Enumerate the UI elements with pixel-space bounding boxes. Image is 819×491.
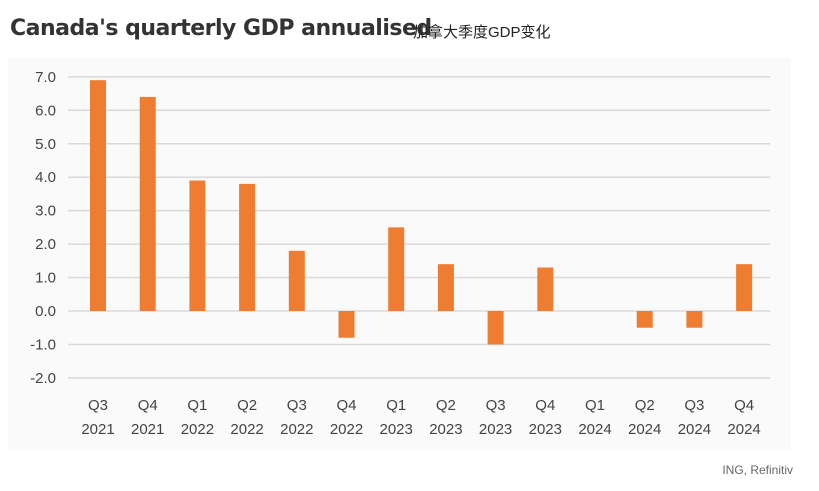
chart-title: Canada's quarterly GDP annualised xyxy=(10,16,432,41)
x-tick-label: Q4 xyxy=(535,397,555,414)
x-tick-label: Q3 xyxy=(287,397,307,414)
x-tick-label: Q2 xyxy=(635,397,655,414)
bar xyxy=(636,311,653,328)
x-tick-label: Q2 xyxy=(436,397,456,414)
x-tick-label: 2022 xyxy=(330,421,363,438)
y-tick-label: 6.0 xyxy=(35,102,56,119)
y-tick-label: 1.0 xyxy=(35,270,56,287)
x-tick-label: Q3 xyxy=(486,397,506,414)
x-tick-label: 2023 xyxy=(529,421,562,438)
x-tick-label: Q3 xyxy=(684,397,704,414)
y-tick-label: -1.0 xyxy=(30,336,56,353)
source-note: ING, Refinitiv xyxy=(722,463,793,477)
x-tick-label: 2023 xyxy=(479,421,512,438)
bar xyxy=(139,96,156,311)
bar xyxy=(487,311,504,345)
x-tick-label: 2022 xyxy=(230,421,263,438)
bar xyxy=(736,264,753,311)
x-tick-label: Q4 xyxy=(336,397,356,414)
y-tick-label: 0.0 xyxy=(35,303,56,320)
x-tick-label: 2024 xyxy=(628,421,661,438)
x-tick-label: 2024 xyxy=(727,421,760,438)
bar xyxy=(437,264,454,311)
bar xyxy=(90,80,106,311)
x-tick-label: Q3 xyxy=(88,397,108,414)
bar xyxy=(189,180,206,311)
x-tick-label: 2021 xyxy=(131,421,164,438)
y-tick-label: 5.0 xyxy=(35,136,56,153)
y-tick-label: 4.0 xyxy=(35,169,56,186)
x-tick-label: Q4 xyxy=(138,397,158,414)
bar xyxy=(686,311,703,328)
chart-subtitle: 加拿大季度GDP变化 xyxy=(413,24,551,41)
x-tick-label: Q1 xyxy=(187,397,207,414)
bar xyxy=(288,250,305,311)
x-tick-label: 2023 xyxy=(429,421,462,438)
x-tick-label: Q1 xyxy=(585,397,605,414)
x-tick-label: 2023 xyxy=(380,421,413,438)
y-tick-label: 7.0 xyxy=(35,69,56,86)
x-tick-label: 2022 xyxy=(280,421,313,438)
y-tick-label: 3.0 xyxy=(35,203,56,220)
x-tick-label: 2022 xyxy=(181,421,214,438)
bar xyxy=(537,267,554,311)
bar xyxy=(388,227,405,311)
x-tick-label: 2024 xyxy=(578,421,611,438)
bar xyxy=(338,311,355,338)
x-tick-label: Q2 xyxy=(237,397,257,414)
x-tick-label: Q1 xyxy=(386,397,406,414)
bar xyxy=(239,183,256,311)
y-tick-label: -2.0 xyxy=(30,370,56,387)
y-tick-label: 2.0 xyxy=(35,236,56,253)
x-tick-label: 2024 xyxy=(678,421,711,438)
x-tick-label: Q4 xyxy=(734,397,754,414)
x-tick-label: 2021 xyxy=(81,421,114,438)
